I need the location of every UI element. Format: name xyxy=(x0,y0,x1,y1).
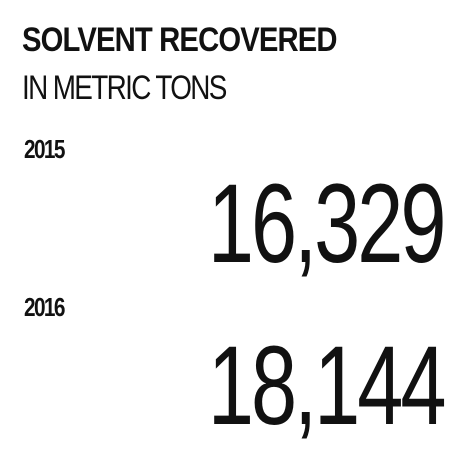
year-label-2015: 2015 xyxy=(24,134,65,164)
value-2015: 16,329 xyxy=(208,161,447,286)
figure-title: SOLVENT RECOVERED xyxy=(22,21,338,59)
value-2016: 18,144 xyxy=(208,323,447,448)
year-label-2016: 2016 xyxy=(24,292,65,322)
figure-subtitle: IN METRIC TONS xyxy=(22,69,227,107)
